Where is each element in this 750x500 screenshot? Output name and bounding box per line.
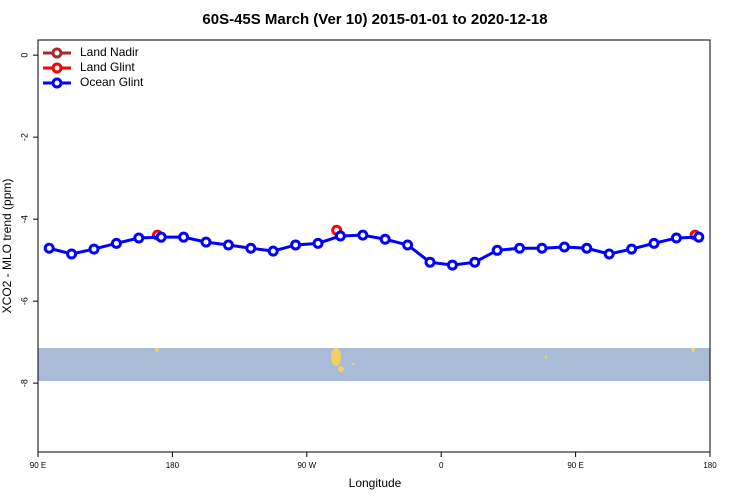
point — [469, 256, 481, 268]
land-shapes — [155, 348, 695, 372]
point — [581, 242, 593, 254]
x-tick-label: 90 W — [297, 461, 316, 470]
y-axis-label: XCO2 - MLO trend (ppm) — [0, 179, 14, 314]
point — [670, 232, 682, 244]
point — [178, 231, 190, 243]
point — [693, 231, 705, 243]
x-tick-label: 90 E — [30, 461, 46, 470]
y-tick-label: -8 — [19, 379, 29, 387]
point — [267, 245, 279, 257]
y-tick-label: 0 — [19, 53, 29, 58]
point — [357, 229, 369, 241]
point — [200, 236, 212, 248]
series-line — [48, 233, 699, 267]
point — [312, 237, 324, 249]
legend-label: Land Nadir — [80, 45, 139, 59]
point — [626, 243, 638, 255]
plot-frame — [37, 39, 711, 453]
x-axis-label: Longitude — [349, 476, 402, 490]
point — [155, 231, 167, 243]
point — [110, 237, 122, 249]
legend-marker — [51, 62, 63, 74]
point — [334, 230, 346, 242]
x-tick-label: 180 — [703, 461, 717, 470]
x-tick-label: 0 — [439, 461, 444, 470]
x-tick-label: 90 E — [567, 461, 583, 470]
point — [66, 248, 78, 260]
legend-marker — [51, 47, 63, 59]
y-tick-label: -4 — [19, 215, 29, 223]
point — [514, 242, 526, 254]
point — [491, 244, 503, 256]
point — [648, 237, 660, 249]
point — [424, 256, 436, 268]
point — [446, 259, 458, 271]
point — [536, 242, 548, 254]
x-tick-label: 180 — [166, 461, 180, 470]
y-tick-label: -6 — [19, 297, 29, 305]
legend-marker — [51, 77, 63, 89]
point — [245, 242, 257, 254]
legend-label: Land Glint — [80, 60, 135, 74]
chart-title: 60S-45S March (Ver 10) 2015-01-01 to 202… — [202, 11, 547, 28]
point — [290, 239, 302, 251]
point — [402, 239, 414, 251]
y-tick-label: -2 — [19, 133, 29, 141]
point — [88, 243, 100, 255]
point — [603, 248, 615, 260]
map-strip — [38, 348, 710, 381]
point — [379, 233, 391, 245]
point — [133, 232, 145, 244]
point — [558, 241, 570, 253]
point — [222, 239, 234, 251]
legend-label: Ocean Glint — [80, 75, 144, 89]
point — [43, 242, 55, 254]
